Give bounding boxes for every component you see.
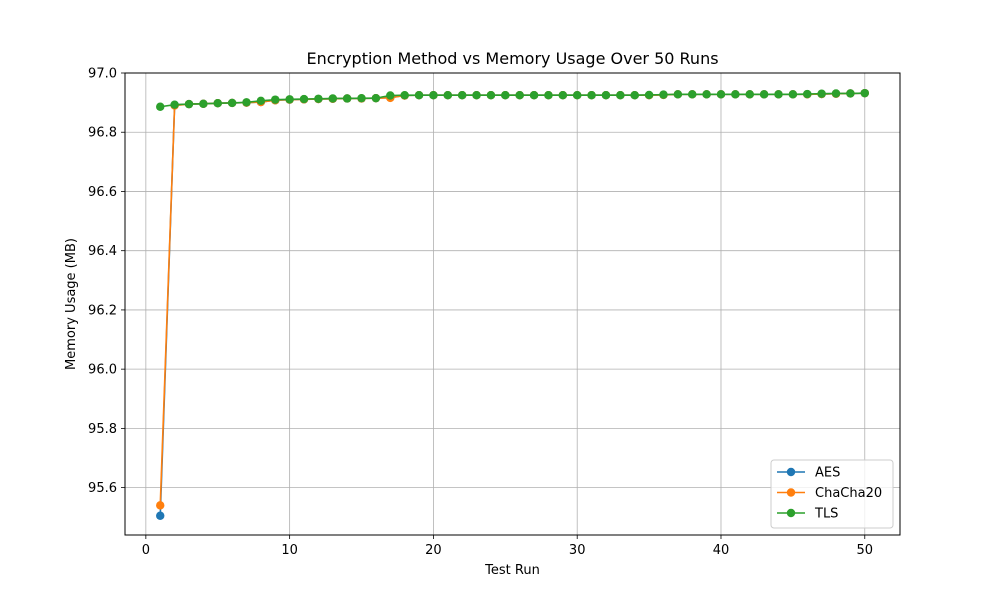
- data-point-tls: [817, 89, 826, 98]
- y-tick-label: 96.0: [88, 363, 117, 378]
- data-point-tls: [285, 95, 294, 104]
- y-tick-label: 96.4: [88, 244, 117, 259]
- legend-marker: [786, 508, 796, 518]
- data-point-tls: [731, 90, 740, 99]
- y-tick-label: 96.6: [88, 185, 117, 200]
- data-point-tls: [328, 94, 337, 103]
- data-point-tls: [515, 91, 524, 100]
- legend: AES ChaCha20 TLS: [770, 459, 894, 529]
- x-tick-label: 0: [142, 543, 150, 558]
- y-tick-label: 97.0: [88, 67, 117, 82]
- data-point-tls: [630, 91, 639, 100]
- chart-title: Encryption Method vs Memory Usage Over 5…: [306, 49, 718, 68]
- data-point-tls: [716, 90, 726, 99]
- legend-item-chacha20: ChaCha20: [777, 486, 882, 501]
- y-tick-label: 96.8: [88, 126, 117, 141]
- data-point-tls: [429, 91, 438, 100]
- data-point-tls: [702, 90, 711, 99]
- data-point-tls: [271, 95, 280, 104]
- data-point-tls: [616, 91, 625, 100]
- data-point-tls: [573, 91, 582, 100]
- x-axis-label: Test Run: [484, 563, 540, 578]
- data-point-tls: [788, 90, 798, 99]
- data-point-tls: [846, 89, 855, 98]
- legend-marker: [786, 467, 796, 477]
- data-point-tls: [659, 90, 668, 99]
- data-point-tls: [156, 102, 165, 111]
- legend-item-tls: TLS: [777, 507, 838, 522]
- data-point-tls: [314, 94, 323, 103]
- y-axis-label: Memory Usage (MB): [64, 238, 79, 370]
- data-point-tls: [644, 90, 654, 100]
- series-layer: [156, 88, 869, 520]
- y-tick-label: 96.2: [88, 303, 117, 318]
- axis-ticks: 0 10 20 30 40 50 95.6 95.8 96.0 96.2 96.4 96.6 96.8 9…: [88, 67, 873, 559]
- data-point-tls: [759, 90, 769, 99]
- y-tick-label: 95.8: [88, 422, 117, 437]
- legend-label: TLS: [814, 507, 838, 522]
- data-point-tls: [256, 96, 266, 106]
- legend-marker: [786, 488, 796, 497]
- data-point-chacha20: [156, 501, 165, 510]
- data-point-tls: [184, 99, 194, 109]
- data-point-tls: [213, 99, 222, 108]
- data-point-tls: [414, 91, 424, 100]
- legend-label: ChaCha20: [815, 486, 882, 501]
- data-point-tls: [342, 94, 352, 103]
- data-point-tls: [831, 89, 841, 98]
- data-point-tls: [199, 99, 208, 109]
- data-point-tls: [745, 90, 754, 99]
- x-tick-label: 20: [425, 543, 442, 558]
- data-point-tls: [486, 91, 496, 100]
- data-point-tls: [860, 88, 869, 98]
- plot-area-frame: [124, 72, 901, 536]
- data-point-tls: [299, 94, 309, 104]
- x-tick-label: 40: [713, 543, 730, 558]
- data-point-tls: [472, 91, 481, 100]
- data-point-tls: [688, 90, 697, 99]
- legend-box: [770, 459, 894, 529]
- x-tick-label: 30: [569, 543, 586, 558]
- data-point-tls: [457, 91, 467, 100]
- data-point-tls: [400, 91, 409, 100]
- data-point-tls: [501, 91, 510, 100]
- data-point-tls: [357, 93, 366, 103]
- data-point-tls: [371, 93, 381, 103]
- legend-label: AES: [815, 466, 840, 481]
- data-point-tls: [443, 91, 452, 100]
- x-tick-label: 10: [281, 543, 298, 558]
- data-point-tls: [558, 91, 568, 100]
- x-tick-label: 50: [856, 543, 873, 558]
- data-point-aes: [156, 511, 165, 520]
- y-tick-label: 95.6: [88, 481, 117, 496]
- data-point-tls: [587, 91, 596, 100]
- data-point-tls: [170, 100, 179, 109]
- data-point-tls: [529, 91, 539, 100]
- legend-item-aes: AES: [777, 466, 840, 481]
- data-point-tls: [242, 98, 251, 107]
- data-point-tls: [386, 91, 395, 100]
- data-point-tls: [227, 98, 237, 108]
- data-point-tls: [601, 91, 611, 100]
- data-point-tls: [803, 89, 812, 99]
- series-tls: [156, 88, 869, 111]
- data-point-tls: [673, 90, 683, 99]
- data-point-tls: [774, 90, 783, 99]
- data-point-tls: [544, 91, 553, 100]
